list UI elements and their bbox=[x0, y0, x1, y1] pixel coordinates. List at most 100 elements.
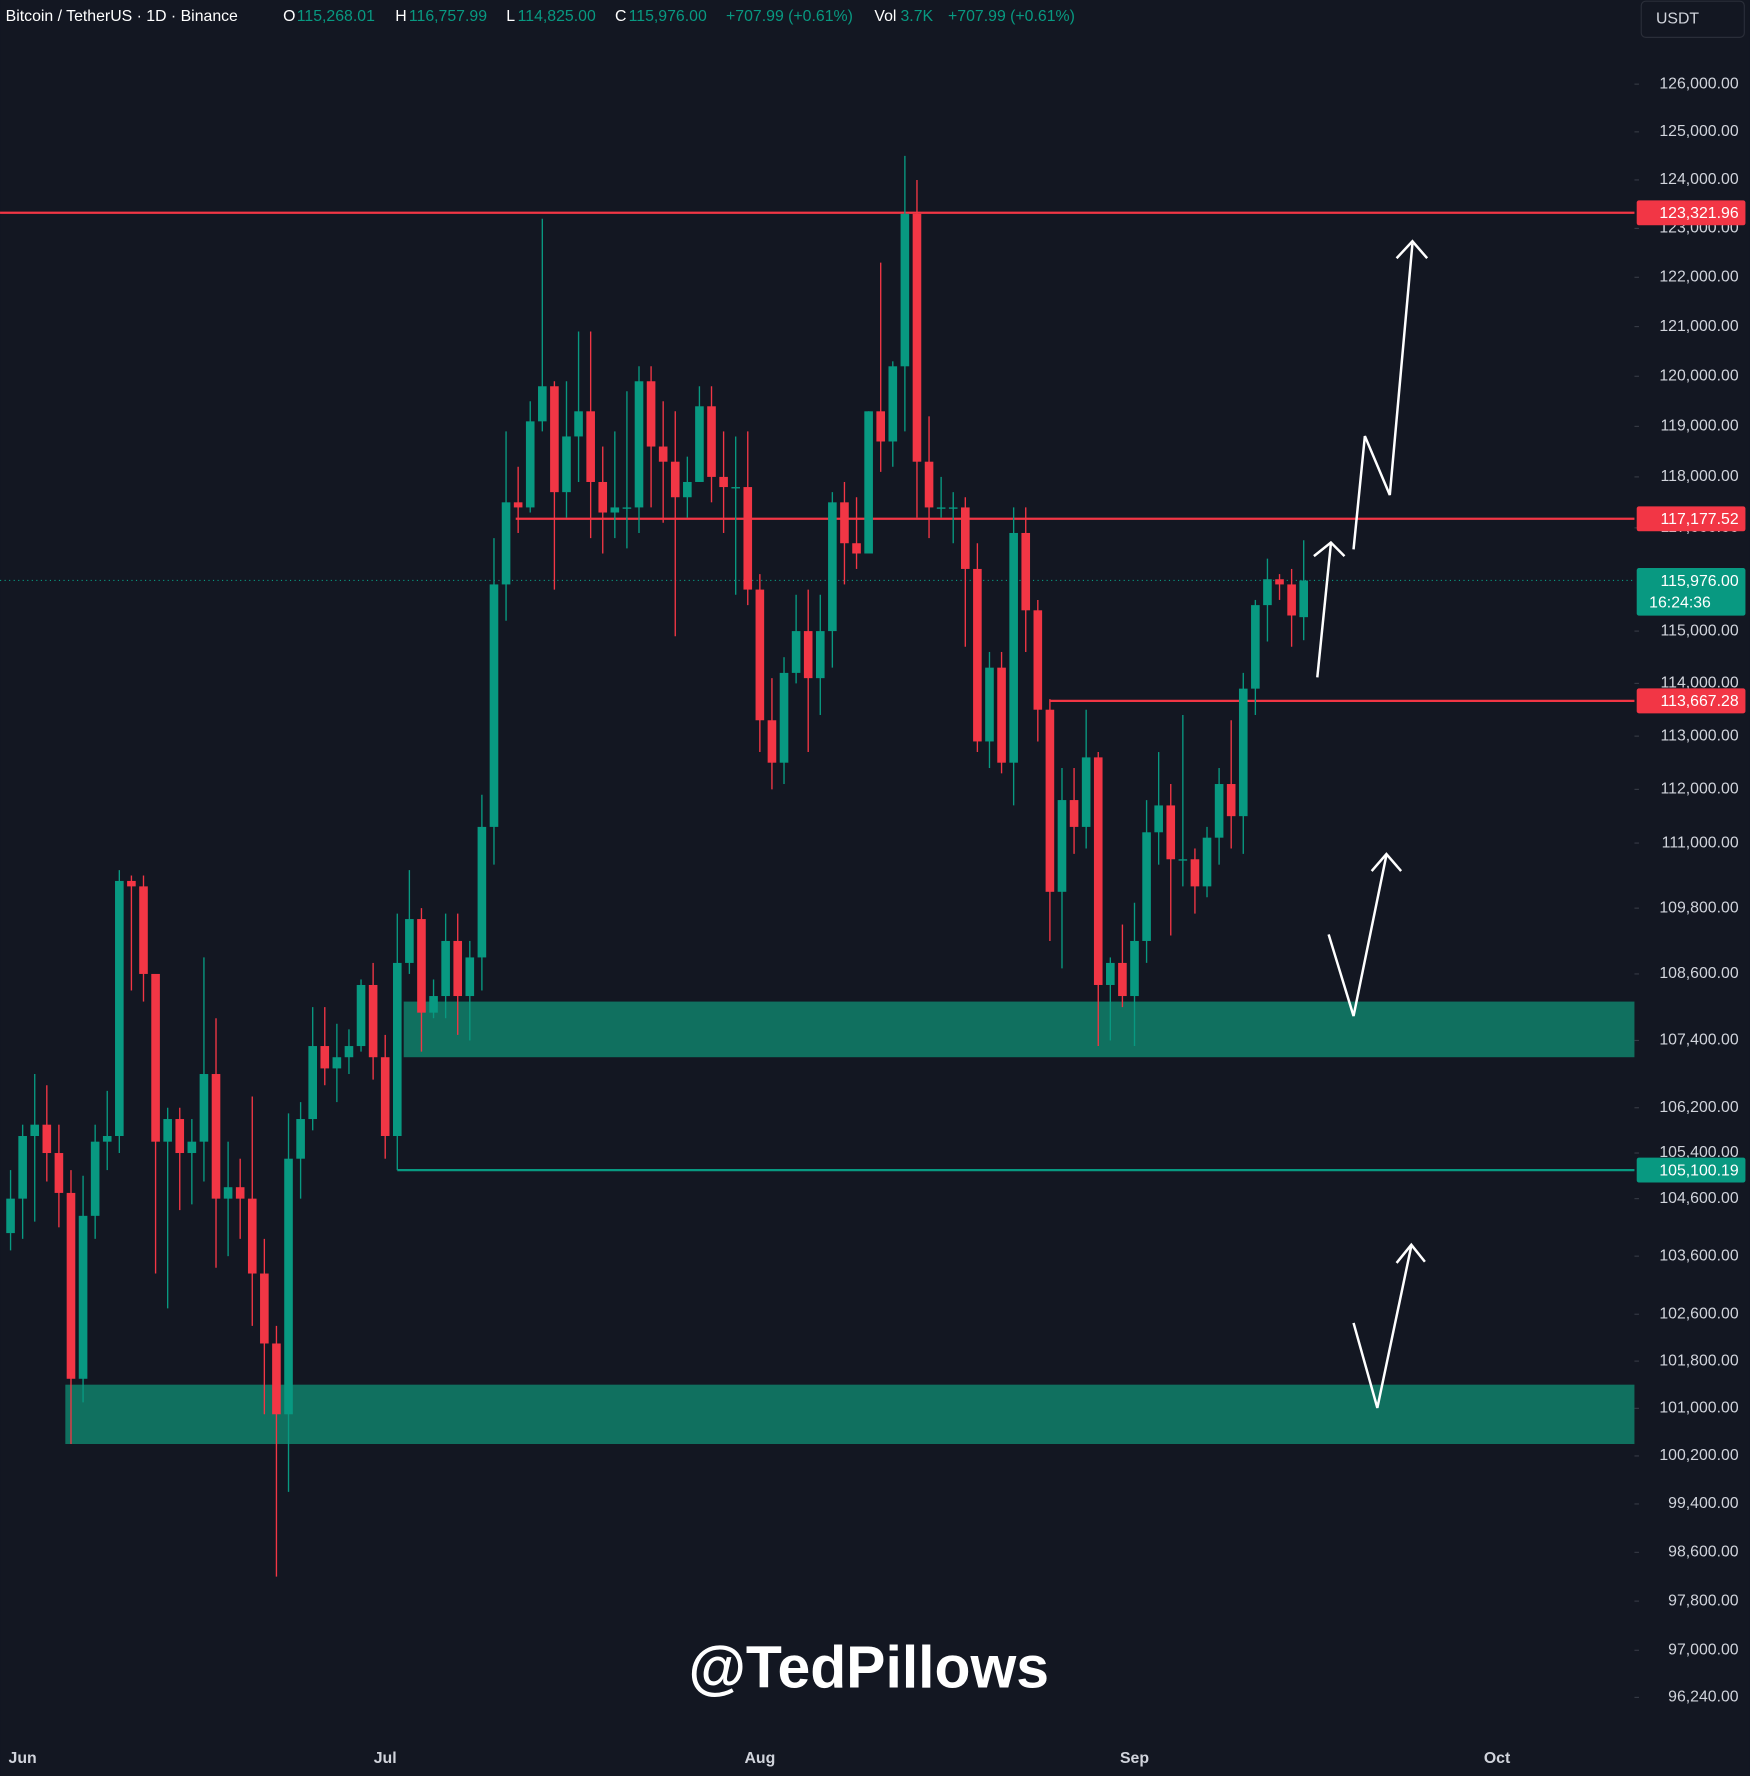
y-tick-label: 125,000.00 bbox=[1659, 123, 1738, 140]
candle-body bbox=[501, 502, 511, 585]
candle-body bbox=[538, 386, 547, 422]
candle-body bbox=[1045, 709, 1055, 892]
candle-body bbox=[115, 880, 124, 1137]
candle-body bbox=[936, 507, 946, 509]
y-tick-label: 113,000.00 bbox=[1661, 727, 1739, 744]
price-tag bbox=[1636, 688, 1746, 714]
x-tick-label: Jul bbox=[374, 1750, 397, 1767]
candle-body bbox=[779, 672, 789, 763]
price-tag bbox=[1636, 506, 1746, 532]
candle-body bbox=[356, 984, 366, 1047]
candle-body bbox=[320, 1046, 330, 1069]
volume-key: Vol bbox=[874, 8, 896, 25]
candle-body bbox=[513, 502, 523, 508]
candle-body bbox=[405, 919, 414, 963]
candle-body bbox=[477, 826, 487, 958]
price-tags: 123,321.96 117,177.52 113,667.28 105,100.19… bbox=[1636, 200, 1746, 1183]
candle-body bbox=[562, 436, 571, 493]
candle-body bbox=[1021, 532, 1031, 611]
y-tick-label: 105,400.00 bbox=[1659, 1144, 1738, 1161]
candle-body bbox=[42, 1124, 52, 1154]
ohlc-key: H bbox=[395, 8, 406, 25]
candle-body bbox=[54, 1153, 64, 1193]
candle-body bbox=[586, 411, 595, 482]
candle-body bbox=[1130, 940, 1139, 997]
candle-body bbox=[235, 1187, 245, 1199]
candle-body bbox=[211, 1074, 221, 1199]
y-tick-label: 106,200.00 bbox=[1659, 1099, 1738, 1116]
candle-body bbox=[767, 720, 777, 763]
candle-body bbox=[840, 502, 849, 544]
candle-body bbox=[803, 631, 813, 679]
y-tick-label: 120,000.00 bbox=[1659, 367, 1738, 384]
candle-body bbox=[646, 381, 656, 447]
header: Bitcoin / TetherUS · 1D · Binance O 115,… bbox=[6, 8, 1075, 25]
currency-box[interactable] bbox=[1640, 0, 1745, 38]
candle-body bbox=[272, 1343, 281, 1415]
candle-body bbox=[1202, 837, 1212, 887]
arrows bbox=[1313, 239, 1429, 1409]
currency[interactable]: USDT bbox=[1656, 10, 1699, 27]
y-tick-label: 111,000.00 bbox=[1662, 834, 1739, 851]
candle-body bbox=[1190, 859, 1200, 887]
arrow bbox=[1327, 854, 1388, 1017]
y-tick-label: 118,000.00 bbox=[1661, 468, 1739, 485]
candle-body bbox=[550, 386, 559, 493]
price-tag-label: 105,100.19 bbox=[1659, 1162, 1738, 1179]
arrow-head bbox=[1395, 1242, 1426, 1264]
candles bbox=[6, 155, 1309, 1577]
candle-body bbox=[1299, 580, 1309, 618]
candle-body bbox=[852, 543, 861, 554]
arrow-head bbox=[1370, 852, 1403, 872]
candle-body bbox=[1275, 579, 1284, 585]
ohlc-key: L bbox=[506, 8, 515, 25]
candle-body bbox=[6, 1198, 15, 1234]
zone bbox=[403, 1001, 1635, 1058]
x-tick-label: Aug bbox=[744, 1750, 775, 1767]
current-price-tag bbox=[1636, 568, 1746, 616]
candle-body bbox=[695, 406, 704, 482]
candle-body bbox=[1081, 757, 1091, 827]
x-tick-label: Sep bbox=[1120, 1750, 1149, 1767]
candle-body bbox=[284, 1158, 293, 1415]
y-tick-label: 99,400.00 bbox=[1668, 1495, 1739, 1512]
candle-body bbox=[260, 1273, 269, 1344]
y-tick-label: 124,000.00 bbox=[1659, 171, 1738, 188]
y-tick-label: 107,400.00 bbox=[1659, 1032, 1738, 1049]
candle-body bbox=[743, 487, 753, 590]
candle-body bbox=[525, 421, 535, 508]
candle-body bbox=[90, 1141, 100, 1216]
candle-body bbox=[151, 973, 160, 1142]
volume: 3.7K bbox=[900, 8, 933, 25]
y-tick-label: 104,600.00 bbox=[1659, 1190, 1738, 1207]
candle-body bbox=[997, 667, 1006, 763]
candle-body bbox=[30, 1124, 40, 1137]
candle-body bbox=[985, 667, 994, 742]
y-tick-label: 97,800.00 bbox=[1668, 1592, 1739, 1609]
current-price-label: 115,976.00 bbox=[1661, 573, 1739, 590]
candle-body bbox=[634, 381, 644, 508]
candle-body bbox=[755, 589, 765, 721]
candle-body bbox=[888, 366, 898, 442]
candle-body bbox=[429, 996, 438, 1013]
y-tick-label: 122,000.00 bbox=[1659, 268, 1738, 285]
arrow-head bbox=[1313, 540, 1346, 558]
candle-body bbox=[223, 1187, 233, 1199]
candle-body bbox=[1226, 784, 1236, 817]
candle-body bbox=[707, 406, 716, 477]
candle-body bbox=[574, 411, 583, 437]
y-tick-label: 101,800.00 bbox=[1659, 1352, 1738, 1369]
candle-body bbox=[308, 1046, 317, 1120]
candle-body bbox=[924, 461, 934, 508]
candle-body bbox=[127, 880, 136, 887]
y-tick-label: 102,600.00 bbox=[1659, 1305, 1738, 1322]
candle-body bbox=[1118, 962, 1127, 997]
candle-body bbox=[973, 568, 982, 742]
y-tick-label: 97,000.00 bbox=[1668, 1641, 1739, 1658]
levels bbox=[0, 211, 1635, 1172]
candle-body bbox=[368, 984, 378, 1058]
candle-body bbox=[876, 411, 886, 442]
price-tag-label: 123,321.96 bbox=[1659, 205, 1738, 222]
